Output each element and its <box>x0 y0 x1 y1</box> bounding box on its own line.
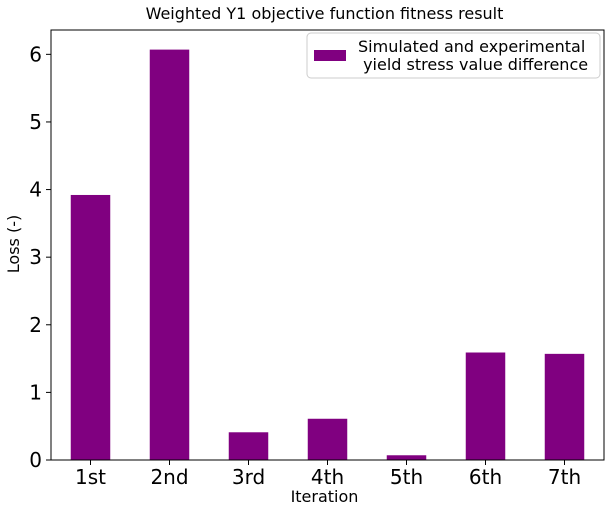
x-tick-label: 4th <box>311 465 344 489</box>
y-tick-label: 6 <box>29 42 42 66</box>
bar-2nd <box>149 49 190 460</box>
bar-3rd <box>228 432 269 460</box>
legend-swatch <box>314 50 346 61</box>
x-tick-label: 7th <box>548 465 581 489</box>
bar-6th <box>465 352 506 460</box>
bar-4th <box>307 418 348 460</box>
y-tick-label: 1 <box>29 380 42 404</box>
y-tick-label: 3 <box>29 245 42 269</box>
bar-7th <box>544 353 585 460</box>
legend: Simulated and experimental yield stress … <box>306 32 601 79</box>
x-tick-label: 6th <box>469 465 502 489</box>
plot-frame <box>50 29 605 461</box>
y-tick-label: 0 <box>29 448 42 472</box>
legend-label: Simulated and experimental yield stress … <box>358 37 588 74</box>
x-tick-label: 5th <box>390 465 423 489</box>
y-tick-label: 5 <box>29 110 42 134</box>
x-tick-label: 3rd <box>232 465 265 489</box>
x-axis-label: Iteration <box>291 487 359 506</box>
y-ticks-group: 0 1 2 3 4 5 6 <box>29 42 51 472</box>
x-tick-label: 1st <box>75 465 106 489</box>
chart-title: Weighted Y1 objective function fitness r… <box>146 4 504 23</box>
x-tick-label: 2nd <box>150 465 188 489</box>
bar-5th <box>386 455 427 460</box>
legend-box <box>306 32 601 79</box>
y-tick-label: 2 <box>29 313 42 337</box>
bars-group <box>70 49 585 460</box>
y-axis-label: Loss (-) <box>4 215 23 273</box>
y-tick-label: 4 <box>29 178 42 202</box>
x-ticks-group: 1st 2nd 3rd 4th 5th 6th 7th <box>75 460 581 489</box>
bar-1st <box>70 194 111 460</box>
